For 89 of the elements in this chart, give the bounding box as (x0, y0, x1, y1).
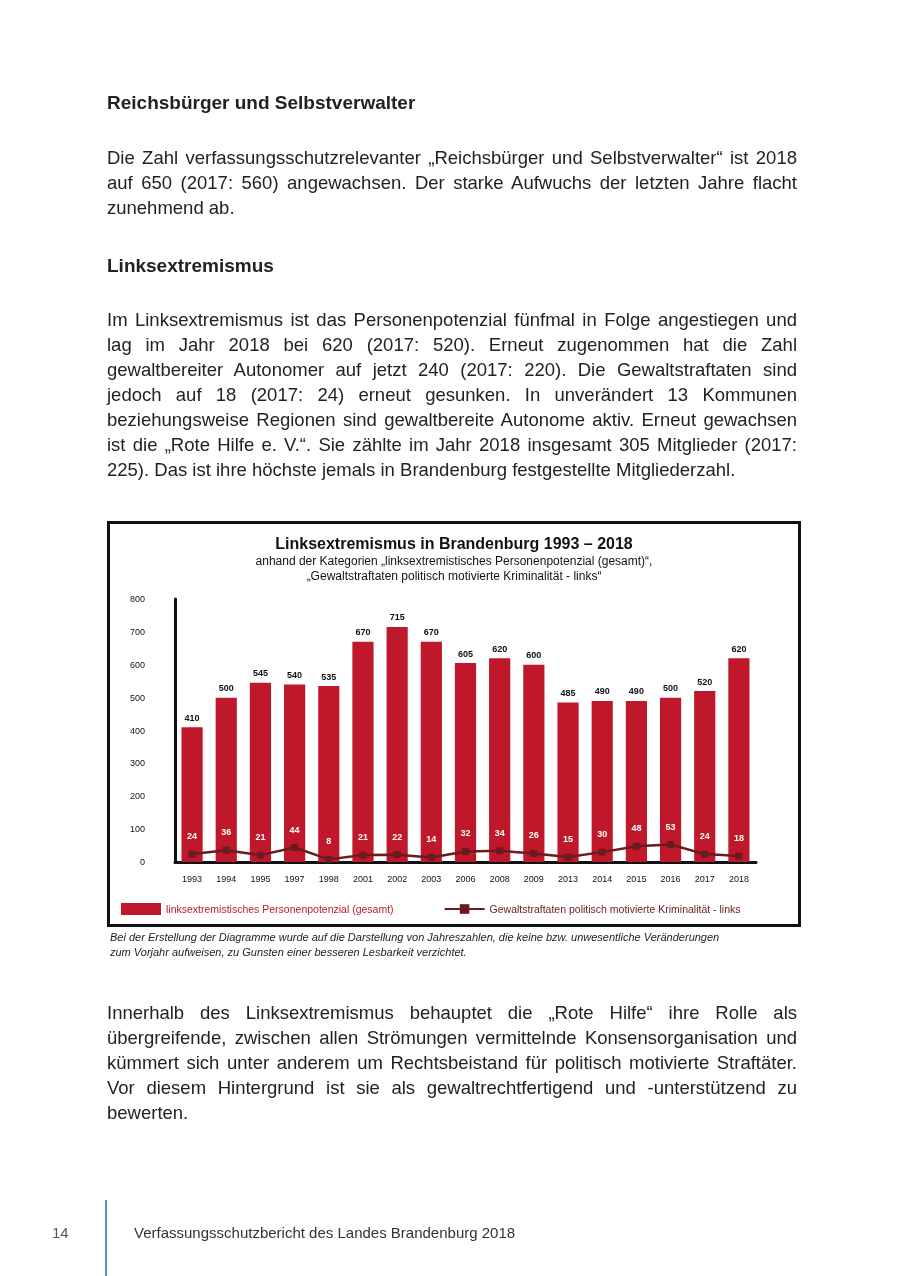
x-tick-label: 1994 (216, 873, 237, 884)
text: Linksextremismus (107, 255, 275, 277)
data-label: 30 (597, 829, 608, 840)
text: Die Zahl verfassungsschutzrelevanter „Reichsbürger und Selbstverwalter“ ist 2018 auf 650 (2017: 560) angewachsen. Der starke Aufwuchs der letzten Jahre flacht zunehmend ab. (107, 146, 797, 220)
data-label: 410 (184, 712, 200, 723)
data-label: 620 (731, 643, 747, 654)
x-tick-label: 2017 (694, 873, 715, 884)
data-label: 670 (423, 627, 439, 638)
data-label: 18 (733, 833, 744, 844)
y-tick-label: 0 (139, 857, 145, 867)
data-label: 620 (492, 643, 508, 654)
data-label: 48 (631, 823, 642, 834)
bar (591, 700, 613, 862)
x-tick-label: 2003 (421, 873, 442, 884)
x-tick-label: 1993 (182, 873, 203, 884)
y-tick-label: 500 (129, 692, 145, 703)
bar (420, 641, 442, 862)
x-tick-label: 1995 (250, 873, 271, 884)
data-label: 14 (426, 834, 437, 845)
x-tick-label: 2009 (523, 873, 544, 884)
legend-label: Gewaltstraftaten politisch motivierte Kriminalität - links (489, 903, 741, 915)
text: Innerhalb des Linksextremismus behauptet die „Rote Hilfe“ ihre Rolle als übergreifende, zwischen allen Strömungen vermittelnde Konsensorganisation und kümmert sich unter anderem um Rechtsbeistand für politisch motivierte Straftäter. Vor diesem Hintergrund ist sie als gewaltrechtfertigend und -unterstützend zu bewerten. (107, 1001, 797, 1125)
y-tick-label: 600 (129, 659, 145, 670)
x-tick-label: 2018 (728, 873, 749, 884)
data-label: 44 (289, 824, 300, 835)
bar (523, 664, 545, 862)
y-tick-label: 800 (129, 594, 145, 604)
y-tick-label: 200 (129, 791, 145, 802)
bar (318, 686, 340, 862)
y-tick-label: 400 (129, 725, 145, 736)
data-label: 53 (665, 821, 676, 832)
data-label: 32 (460, 828, 471, 839)
bar (249, 682, 272, 862)
y-tick-label: 700 (129, 626, 145, 637)
data-label: 535 (321, 671, 337, 682)
bar (181, 727, 203, 862)
data-label: 715 (389, 612, 405, 623)
x-tick-label: 2016 (660, 873, 681, 884)
text: Verfassungsschutzbericht des Landes Brandenburg 2018 (134, 1224, 516, 1241)
x-tick-label: 2001 (352, 873, 373, 884)
x-tick-label: 2015 (626, 873, 647, 884)
text: 14 (52, 1224, 69, 1241)
data-label: 500 (218, 683, 234, 694)
data-label: 21 (255, 832, 266, 843)
data-label: 26 (528, 830, 539, 841)
data-label: 540 (287, 669, 303, 680)
x-tick-label: 2008 (489, 873, 510, 884)
data-label: 24 (699, 831, 710, 842)
x-tick-label: 1997 (284, 873, 305, 884)
x-tick-label: 2002 (387, 873, 408, 884)
bar (694, 691, 716, 862)
x-tick-label: 2006 (455, 873, 476, 884)
x-tick-label: 1998 (318, 873, 339, 884)
data-label: 520 (697, 676, 713, 687)
data-label: 22 (392, 831, 403, 842)
text: Im Linksextremismus ist das Personenpotenzial fünfmal in Folge angestiegen und lag im Jahr 2018 bei 620 (2017: 520). Erneut zugenommen hat die Zahl gewaltbereiter Autonomer auf jetzt 240 (2017: 220). Die Gewaltstraftaten sind jedoch auf 18 (2017: 24) erneut gesunken. In unverändert 13 Kommunen beziehungsweise Regionen sind gewaltbereite Autonome aktiv. Erneut gewachsen ist die „Rote Hilfe e. V.“. Sie zählte im Jahr 2018 insgesamt 305 Mitglieder (2017: 225). Das ist ihre höchste jemals in Brandenburg festgestellte Mitgliederzahl. (107, 308, 797, 482)
y-tick-label: 100 (129, 824, 145, 835)
data-label: 600 (526, 650, 542, 661)
data-label: 545 (252, 668, 268, 679)
data-label: 8 (326, 836, 332, 847)
data-label: 490 (594, 686, 610, 697)
text: Reichsbürger und Selbstverwalter (107, 92, 417, 114)
bar (557, 702, 579, 862)
data-label: 15 (563, 834, 574, 845)
bar (352, 641, 374, 862)
bar (284, 684, 306, 862)
data-label: 605 (457, 648, 474, 659)
data-label: 36 (221, 827, 232, 838)
legend-label: linksextremistisches Personenpotenzial (gesamt) (166, 903, 394, 915)
data-label: 21 (357, 832, 368, 843)
data-label: 485 (560, 688, 576, 699)
bar (489, 658, 511, 862)
bar (215, 697, 237, 862)
bar (728, 658, 750, 862)
data-label: 670 (355, 627, 371, 638)
bar (625, 700, 647, 862)
data-label: 34 (494, 827, 505, 838)
bar (659, 697, 682, 862)
data-label: 490 (628, 686, 644, 697)
text: Bei der Erstellung der Diagramme wurde auf die Darstellung von Jahreszahlen, die keine bzw. unwesentliche Veränderungen zum Vorjahr aufweisen, zu Gunsten einer besseren Lesbarkeit verzichtet. (110, 930, 721, 960)
data-label: 24 (187, 831, 198, 842)
chart-subtitle: anhand der Kategorien „linksextremistisches Personenpotenzial (gesamt)“, „Gewaltstraftaten politisch motivierte Kriminalität - links“ (255, 553, 653, 583)
data-label: 500 (663, 683, 679, 694)
x-tick-label: 2013 (558, 873, 579, 884)
bar (454, 663, 477, 862)
chart-title: Linksextremismus in Brandenburg 1993 – 2018 (275, 534, 633, 552)
bar (386, 626, 408, 862)
x-tick-label: 2014 (592, 873, 613, 884)
y-tick-label: 300 (129, 758, 145, 769)
